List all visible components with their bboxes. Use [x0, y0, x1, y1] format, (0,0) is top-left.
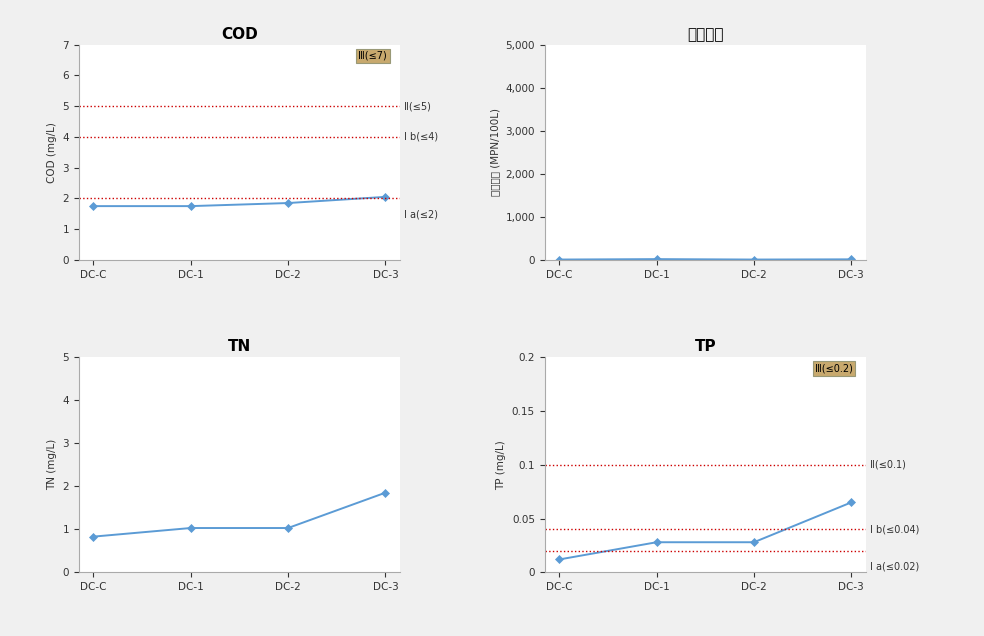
- Text: I b(≤0.04): I b(≤0.04): [870, 524, 919, 534]
- Y-axis label: 대장균군 (MPN/100L): 대장균군 (MPN/100L): [490, 108, 500, 197]
- Title: TN: TN: [227, 340, 251, 354]
- Y-axis label: TN (mg/L): TN (mg/L): [47, 439, 57, 490]
- Title: COD: COD: [221, 27, 258, 42]
- Title: TP: TP: [695, 340, 716, 354]
- Y-axis label: COD (mg/L): COD (mg/L): [47, 122, 57, 183]
- Text: Ⅲ(≤0.2): Ⅲ(≤0.2): [815, 363, 853, 373]
- Text: I a(≤0.02): I a(≤0.02): [870, 562, 919, 572]
- Text: Ⅲ(≤7): Ⅲ(≤7): [358, 51, 387, 61]
- Text: Ⅱ(≤5): Ⅱ(≤5): [404, 101, 431, 111]
- Title: 대장균군: 대장균군: [687, 27, 723, 42]
- Text: Ⅱ(≤0.1): Ⅱ(≤0.1): [870, 460, 906, 469]
- Y-axis label: TP (mg/L): TP (mg/L): [496, 440, 506, 490]
- Text: I b(≤4): I b(≤4): [404, 132, 438, 142]
- Text: I a(≤2): I a(≤2): [404, 209, 438, 219]
